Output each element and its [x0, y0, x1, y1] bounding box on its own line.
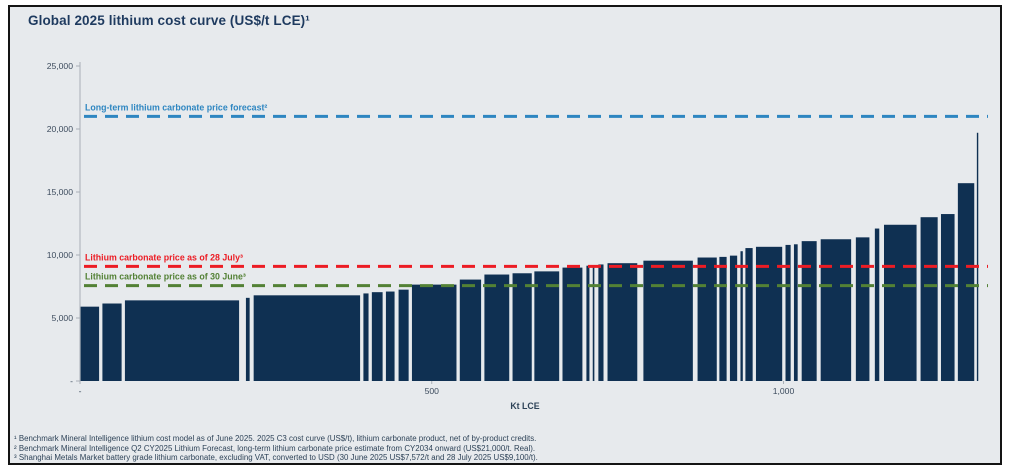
footnotes: ¹ Benchmark Mineral Intelligence lithium… [14, 434, 538, 463]
cost-curve-bar [607, 263, 638, 381]
cost-curve-bar [874, 228, 880, 381]
x-axis-tick-label: 1,000 [773, 386, 795, 396]
chart-title: Global 2025 lithium cost curve (US$/t LC… [28, 13, 310, 28]
cost-curve-bar [785, 244, 791, 381]
cost-curve-bar [793, 244, 798, 381]
cost-curve-bar [534, 271, 560, 381]
price-28-july-label: Lithium carbonate price as of 28 July³ [85, 252, 243, 262]
y-axis-tick-label: 15,000 [47, 187, 74, 197]
cost-curve-bar [719, 256, 727, 381]
cost-curve-bar [745, 248, 753, 381]
x-axis-tick-label: - [79, 386, 82, 396]
cost-curve-bar [729, 255, 738, 381]
cost-curve-bar [586, 265, 590, 381]
y-axis-tick-label: 25,000 [47, 61, 74, 71]
cost-curve-bar [371, 292, 383, 381]
cost-curve-bar [245, 297, 250, 381]
cost-curve-bar [562, 267, 583, 381]
y-axis-tick-label: - [70, 376, 73, 386]
cost-curve-bar [976, 132, 979, 381]
cost-curve-bar [80, 306, 100, 381]
cost-curve-bar [920, 217, 938, 381]
cost-curve-bar [102, 303, 122, 381]
cost-curve-bar [512, 273, 532, 381]
long-term-forecast-label: Long-term lithium carbonate price foreca… [85, 102, 267, 112]
footnote-2: ² Benchmark Mineral Intelligence Q2 CY20… [14, 443, 536, 453]
cost-curve-bar [883, 224, 917, 381]
cost-curve-bar [398, 289, 409, 381]
cost-curve-bar [598, 264, 604, 381]
cost-curve-bar [411, 284, 457, 381]
cost-curve-bar [484, 274, 510, 381]
cost-curve-bar [855, 237, 870, 381]
cost-curve-bar [124, 300, 240, 381]
cost-curve-bar [592, 265, 595, 381]
price-30-june-label: Lithium carbonate price as of 30 June³ [85, 272, 246, 282]
cost-curve-bar [820, 239, 852, 381]
y-axis-tick-label: 20,000 [47, 124, 74, 134]
x-axis-title: Kt LCE [510, 401, 539, 411]
chart-card [8, 5, 1002, 465]
cost-curve-bar [253, 295, 361, 381]
footnote-3: ³ Shanghai Metals Market battery grade l… [14, 453, 538, 463]
y-axis-tick-label: 5,000 [51, 313, 73, 323]
cost-curve-bar [755, 246, 783, 381]
cost-curve-bar [363, 293, 369, 381]
cost-curve-bar [385, 291, 395, 381]
cost-curve-bar [940, 214, 955, 381]
footnote-1: ¹ Benchmark Mineral Intelligence lithium… [14, 434, 537, 443]
cost-curve-bar [643, 260, 693, 381]
cost-curve-bar [801, 241, 817, 381]
x-axis-tick-label: 500 [425, 386, 440, 396]
cost-curve-bar [697, 257, 717, 381]
cost-curve-bar [740, 251, 743, 381]
cost-curve-bar [459, 279, 482, 381]
cost-curve-bar [957, 183, 975, 381]
y-axis-tick-label: 10,000 [47, 250, 74, 260]
